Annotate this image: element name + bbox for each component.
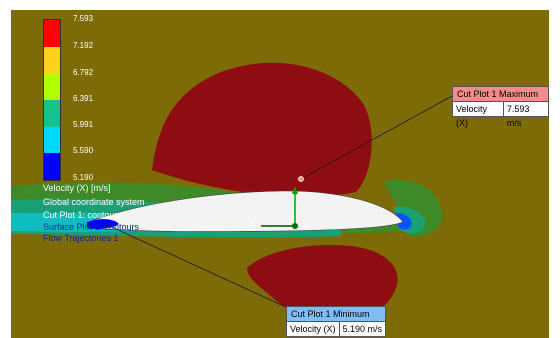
max-marker[interactable] [298,176,304,182]
legend-tick-5: 5.991 [73,120,94,129]
legend-tick-4: 6.391 [73,94,94,103]
legend-band-2 [44,47,60,74]
legend-band-3 [44,74,60,100]
legend-band-6 [44,153,60,180]
triad-x-mark: × [251,218,256,227]
trailing-region-core [396,213,412,230]
legend-title: Velocity (X) [m/s] [43,183,111,193]
overlay-cut-plot: Cut Plot 1: contours [43,210,123,220]
min-callout-row: Velocity (X) 5.190 m/s [287,322,385,336]
min-callout-value: 5.190 m/s [342,324,383,334]
overlay-global-coordinate-system: Global coordinate system [43,197,145,207]
triad-origin [292,223,298,229]
legend-tick-2: 7.192 [73,41,94,50]
max-callout-value: 7.593 m/s [506,104,530,128]
max-leader-line [300,95,453,180]
legend-tick-max: 7.593 [73,14,94,23]
airfoil-section[interactable] [88,190,404,232]
legend-tick-6: 5.590 [73,146,94,155]
lower-high-velocity-region [247,244,398,325]
upper-high-velocity-region [152,62,372,196]
min-callout-label: Velocity (X) [287,322,340,336]
min-leader-line [102,222,289,309]
min-callout[interactable]: Cut Plot 1 Minimum Velocity (X) 5.190 m/… [286,306,387,337]
trailing-region-outer [383,179,443,237]
max-callout-row: Velocity (X) 7.593 m/s [453,102,548,128]
max-callout-label: Velocity (X) [453,102,504,128]
legend-colorbar [43,19,61,181]
legend-band-5 [44,127,60,153]
max-callout[interactable]: Cut Plot 1 Maximum Velocity (X) 7.593 m/… [452,86,549,128]
legend-tick-min: 5.190 [73,173,94,182]
triad-y-arrow [292,186,298,194]
overlay-surface-plot: Surface Plot 1: contours [43,222,140,232]
min-callout-title: Cut Plot 1 Minimum [287,307,386,322]
legend-band-4 [44,100,60,127]
cut-plot-scene: × [11,10,549,338]
max-callout-title: Cut Plot 1 Maximum [453,87,548,102]
legend-tick-3: 6.792 [73,68,94,77]
graphics-viewport[interactable]: × 7.593 7.192 6.792 6.391 5.991 5.590 5.… [11,10,549,338]
overlay-flow-trajectories: Flow Trajectories 1 [43,233,119,243]
legend-band-1 [44,20,60,47]
